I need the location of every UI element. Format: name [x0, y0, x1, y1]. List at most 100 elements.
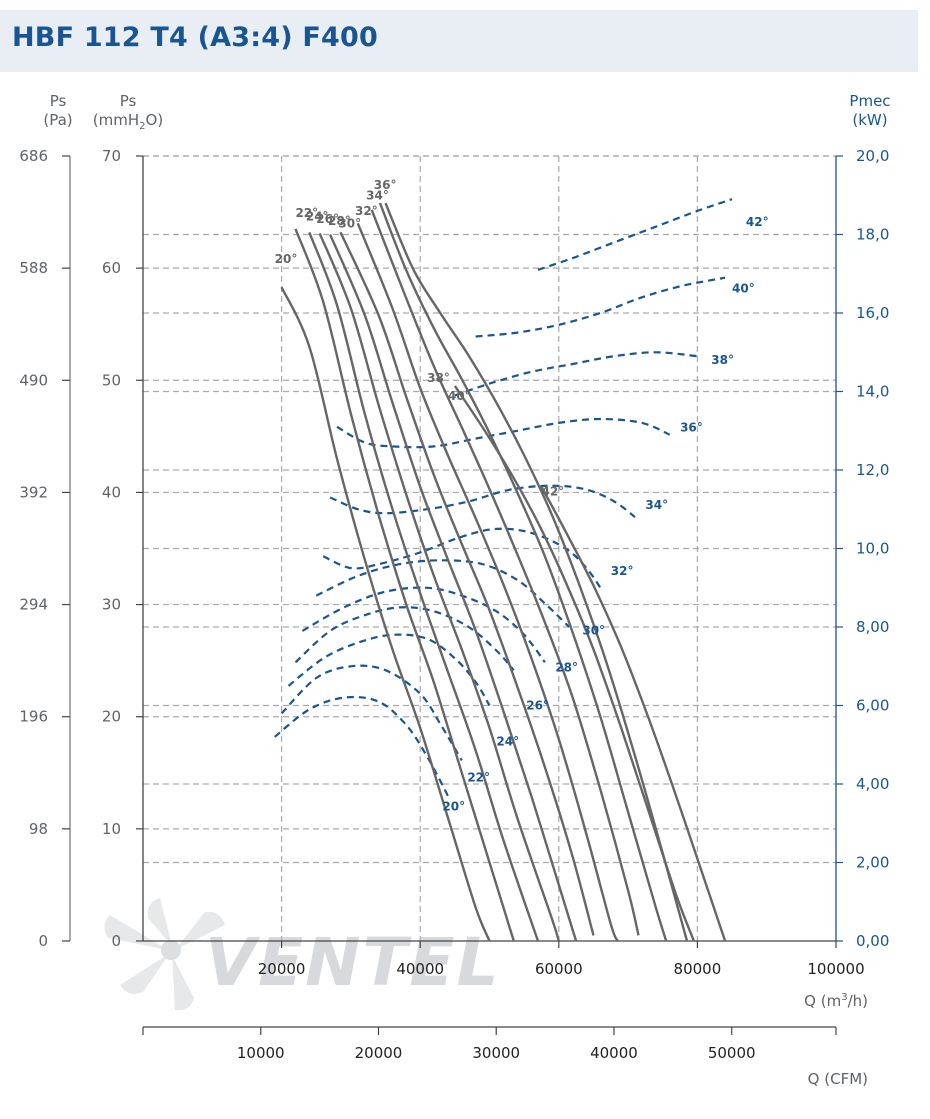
mm-tick-label: 0 [111, 932, 121, 950]
power-tick-label: 12,0 [856, 461, 889, 479]
power-curve-label: 40° [732, 281, 755, 295]
pressure-curve-label: 40° [448, 389, 471, 403]
pressure-curve-label: 32° [355, 204, 378, 218]
pa-tick-label: 98 [29, 820, 48, 838]
pressure-curve-label: 22° [295, 206, 318, 220]
pressure-curve-label: 26° [316, 212, 339, 226]
grid [143, 155, 836, 941]
power-curve-label: 22° [467, 770, 490, 784]
power-curve-32deg [322, 527, 602, 589]
power-curve-40deg [475, 276, 726, 338]
mm-tick-label: 70 [102, 147, 121, 165]
pa-tick-label: 0 [38, 932, 48, 950]
pressure-curve-30deg [339, 231, 595, 936]
x-tick-label: 80000 [674, 960, 722, 978]
cfm-tick-label: 40000 [590, 1044, 638, 1062]
power-tick-label: 2,00 [856, 854, 889, 872]
q-cfm-axis-label: Q (CFM) [808, 1070, 868, 1088]
mm-tick-label: 30 [102, 596, 121, 614]
power-curve-label: 24° [496, 734, 519, 748]
pressure-curve-38deg [384, 202, 689, 942]
mm-tick-label: 10 [102, 820, 121, 838]
power-tick-label: 0,00 [856, 932, 889, 950]
power-curve-label: 28° [555, 660, 578, 674]
power-curve-22deg [280, 664, 463, 762]
power-curve-label: 20° [442, 799, 465, 813]
power-tick-label: 18,0 [856, 226, 889, 244]
pa-tick-label: 392 [19, 483, 48, 501]
pressure-curve-28deg [328, 234, 578, 942]
power-curve-label: 42° [746, 215, 769, 229]
x-tick-label: 40000 [396, 960, 444, 978]
title-bar: HBF 112 T4 (A3:4) F400 [0, 10, 918, 72]
watermark-text: VENTEL [205, 924, 501, 1001]
power-tick-label: 8,00 [856, 618, 889, 636]
power-curve-38deg [454, 351, 698, 397]
pressure-curve-label: 42° [541, 484, 564, 498]
pressure-curve-24deg [308, 231, 540, 942]
power-tick-label: 6,00 [856, 697, 889, 715]
power-tick-label: 20,0 [856, 147, 889, 165]
pa-tick-label: 490 [19, 371, 48, 389]
pressure-curve-26deg [318, 232, 560, 942]
pressure-curve-label: 20° [275, 252, 298, 266]
pressure-curve-36deg [378, 202, 668, 942]
pa-tick-label: 686 [19, 147, 48, 165]
power-tick-label: 14,0 [856, 383, 889, 401]
power-curve-label: 38° [711, 353, 734, 367]
power-curve-30deg [315, 559, 570, 628]
pressure-curve-label: 34° [366, 188, 389, 202]
mm-axis-unit: (mmH2O) [93, 111, 163, 132]
power-curve-label: 36° [680, 420, 703, 434]
pa-tick-label: 588 [19, 259, 48, 277]
cfm-tick-label: 20000 [355, 1044, 403, 1062]
power-curve-36deg [336, 417, 671, 449]
q-m3h-axis-label: Q (m3/h) [804, 992, 868, 1010]
pressure-curves [280, 202, 727, 942]
x-tick-label: 100000 [807, 960, 864, 978]
power-tick-label: 16,0 [856, 304, 889, 322]
pa-axis-label: Ps [50, 92, 67, 110]
pressure-curve-22deg [294, 228, 515, 942]
pressure-curve-label: 24° [306, 210, 329, 224]
pressure-curve-label: 28° [328, 214, 351, 228]
power-curve-42deg [537, 198, 733, 271]
cfm-tick-label: 30000 [472, 1044, 520, 1062]
mm-axis-label: Ps [120, 92, 137, 110]
pressure-curve-label: 36° [374, 178, 397, 192]
pressure-curve-label: 30° [338, 216, 361, 230]
power-axis-unit: (kW) [852, 111, 887, 129]
chart-title: HBF 112 T4 (A3:4) F400 [12, 22, 378, 53]
ventel-watermark: VENTEL [104, 898, 501, 1011]
power-curve-26deg [294, 606, 515, 671]
pressure-curve-20deg [280, 286, 491, 942]
power-curve-label: 26° [526, 699, 549, 713]
pressure-curve-40deg [453, 385, 696, 942]
power-axis-label: Pmec [849, 92, 890, 110]
mm-tick-label: 50 [102, 371, 121, 389]
pressure-curve-32deg [356, 222, 619, 942]
pressure-curve-34deg [370, 209, 640, 936]
x-tick-label: 60000 [535, 960, 583, 978]
tick-labels: 0 0 10 98 20 196 30 294 40 392 50 490 60 588 70 686 0,00… [19, 147, 889, 1062]
power-curve-label: 32° [611, 564, 634, 578]
pressure-curve-42deg [540, 486, 727, 942]
cfm-tick-label: 50000 [708, 1044, 756, 1062]
curve-labels: 20°22°24°26°28°30°32°34°36°38°40°42°20°2… [275, 178, 769, 813]
pa-axis-unit: (Pa) [43, 111, 72, 129]
power-curve-20deg [274, 695, 449, 797]
mm-tick-label: 60 [102, 259, 121, 277]
cfm-tick-label: 10000 [237, 1044, 285, 1062]
power-tick-label: 10,0 [856, 540, 889, 558]
power-tick-label: 4,00 [856, 775, 889, 793]
axes [62, 155, 843, 1035]
power-curve-label: 34° [645, 498, 668, 512]
pressure-curve-label: 38° [427, 371, 450, 385]
mm-tick-label: 20 [102, 708, 121, 726]
x-tick-label: 20000 [258, 960, 306, 978]
power-curve-34deg [329, 484, 636, 518]
pa-tick-label: 196 [19, 708, 48, 726]
power-curve-label: 30° [582, 623, 605, 637]
pa-tick-label: 294 [19, 596, 48, 614]
